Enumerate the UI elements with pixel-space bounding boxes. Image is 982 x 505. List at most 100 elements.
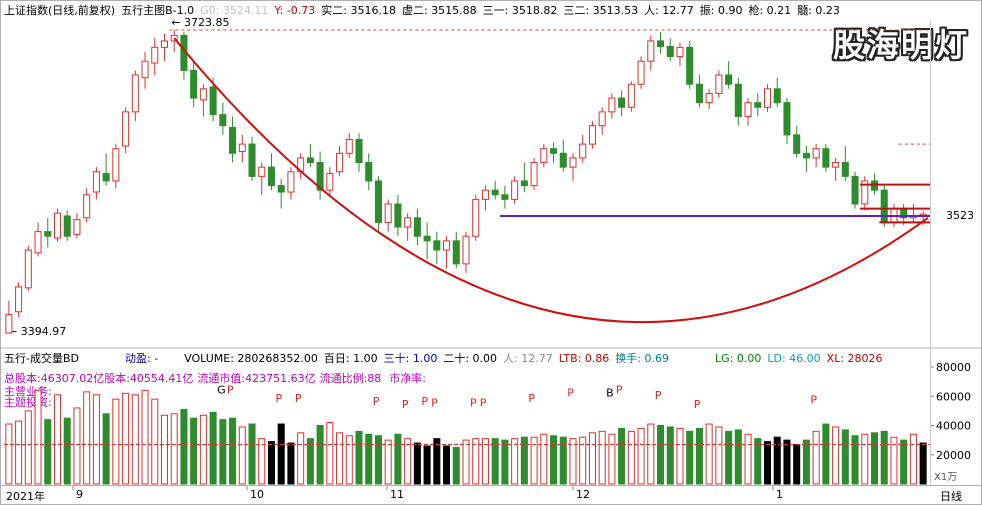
volume-bar: [783, 439, 791, 485]
volume-bar: [443, 445, 451, 485]
candle-body: [73, 219, 81, 235]
float-market-cap: 流通市值:423751.63亿: [197, 372, 316, 385]
volume-bar: [131, 394, 139, 485]
pb-ratio: 市净率:: [389, 372, 427, 385]
candle-body: [773, 88, 781, 104]
candle-body: [287, 171, 295, 193]
signal-marker: P: [402, 398, 409, 411]
candle-body: [812, 148, 820, 159]
volume-bar: [190, 417, 198, 485]
candle-body: [229, 127, 237, 154]
dongying-value: 动盈: -: [125, 352, 159, 365]
signal-marker: P: [655, 389, 662, 402]
volume-bar: [530, 436, 538, 485]
candle-body: [83, 194, 91, 219]
volume-bar: [238, 426, 246, 485]
volume-bar: [676, 427, 684, 485]
candle-body: [209, 86, 217, 116]
candle-body: [326, 173, 334, 191]
index-title[interactable]: 上证指数(日线,前复权): [4, 4, 116, 17]
volume-bar: [326, 422, 334, 485]
candle-body: [511, 180, 519, 200]
volume-bar: [394, 433, 402, 485]
ld-value: LD: 46.00: [767, 351, 821, 365]
volume-bar: [180, 408, 188, 485]
candle-body: [374, 180, 382, 223]
candle-body: [34, 231, 42, 254]
volume-bar: [83, 391, 91, 485]
volume-bar: [5, 423, 13, 485]
volume-bar: [229, 417, 237, 485]
volume-bar: [880, 430, 888, 485]
candle-body: [530, 162, 538, 187]
volume-bar: [598, 430, 606, 485]
volume-bar: [92, 394, 100, 485]
candle-body: [802, 152, 810, 159]
candle-body: [199, 88, 207, 101]
candle-body: [764, 88, 772, 108]
qiang-value: 枪: 0.21: [748, 4, 792, 17]
signal-marker: P: [295, 392, 302, 405]
signal-marker: P: [567, 386, 574, 399]
volume-bar: [345, 435, 353, 485]
candle-body: [851, 175, 859, 205]
fundamentals-line-1: 总股本:46307.02亿股本:40554.41亿 流通市值:423751.63亿…: [4, 370, 426, 386]
volume-bar: [793, 444, 801, 485]
volume-bar: [170, 413, 178, 485]
volume-bar: [306, 438, 314, 485]
volume-bar: [404, 438, 412, 485]
indicator-name[interactable]: 五行主图B-1.0: [121, 4, 195, 17]
date-label-9: 9: [76, 488, 83, 501]
date-label-year: 2021年: [6, 490, 45, 503]
volume-bar: [754, 438, 762, 485]
candle-body: [122, 111, 130, 147]
volume-bar: [413, 442, 421, 485]
candle-body: [160, 40, 168, 48]
volume-bar: [63, 417, 71, 485]
volume-bar: [267, 441, 275, 485]
right-value-axis: [930, 20, 982, 485]
shi2-value: 实二: 3516.18: [321, 4, 396, 17]
rounding-bottom-curve: [173, 37, 929, 324]
volume-bar: [579, 436, 587, 485]
candle-body: [443, 240, 451, 251]
candle-body: [258, 166, 266, 177]
volume-unit-label: X1万: [934, 472, 957, 483]
volume-bar: [452, 446, 460, 485]
candle-body: [433, 240, 441, 251]
candle-body: [481, 189, 489, 200]
volume-bar: [141, 389, 149, 485]
float-ratio: 流通比例:88: [319, 372, 382, 385]
volume-bar: [822, 423, 830, 485]
date-label-12: 12: [576, 488, 590, 501]
signal-marker: P: [431, 396, 438, 409]
candle-body: [24, 249, 32, 289]
candle-body: [238, 143, 246, 152]
volume-bar: [919, 442, 927, 485]
signal-marker: P: [373, 395, 380, 408]
volume-bar: [501, 439, 509, 485]
volume-indicator-title[interactable]: 五行-成交量BD: [4, 352, 79, 365]
candle-body: [491, 189, 499, 196]
period-label[interactable]: 日线: [940, 490, 962, 503]
volume-bar: [384, 439, 392, 485]
volume-axis-label: 40000: [936, 420, 971, 433]
ren-value: 人: 12.77: [644, 4, 694, 17]
signal-marker: G: [217, 383, 226, 396]
candle-body: [822, 148, 830, 168]
volume-bar: [219, 419, 227, 485]
candle-body: [267, 166, 275, 187]
volume-bar: [812, 430, 820, 485]
ltb-value: LTB: 0.86: [558, 351, 610, 365]
bairi-value: 百日: 1.00: [323, 352, 378, 365]
candle-body: [355, 138, 363, 164]
date-label-10: 10: [250, 488, 264, 501]
volume-bar: [520, 436, 528, 485]
volume-bar: [900, 439, 908, 485]
volume-bar: [472, 438, 480, 485]
volume-axis-label: 20000: [936, 449, 971, 462]
date-label-1: 1: [776, 488, 783, 501]
candle-body: [686, 46, 694, 85]
sanshi-value: 三十: 1.00: [383, 352, 438, 365]
